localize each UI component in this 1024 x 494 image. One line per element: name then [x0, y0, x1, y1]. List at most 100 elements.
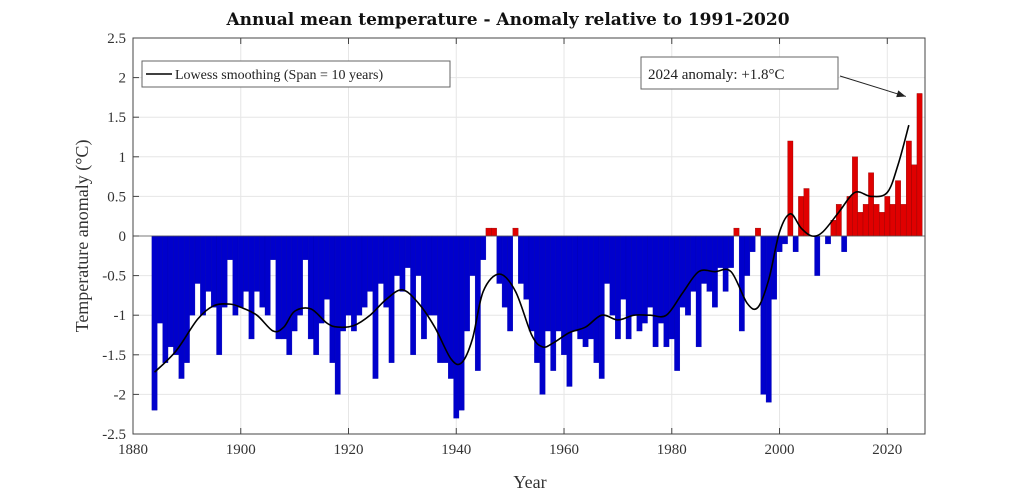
bar-1937	[437, 235, 443, 363]
bar-1970	[615, 235, 621, 340]
bar-1983	[685, 235, 691, 316]
y-tick-label: -1	[114, 308, 127, 324]
y-tick-label: 1	[119, 150, 127, 166]
bar-1895	[210, 235, 217, 308]
x-axis-label: Year	[513, 472, 546, 492]
bar-2005	[803, 188, 810, 237]
bar-1991	[728, 235, 734, 268]
y-tick-label: 0.5	[107, 189, 126, 205]
y-tick-label: 2	[119, 71, 127, 87]
bar-1971	[620, 235, 627, 300]
bar-1967	[598, 235, 605, 379]
bar-1933	[415, 235, 422, 276]
bar-1923	[361, 235, 368, 308]
bar-1909	[286, 235, 293, 355]
bar-1945	[480, 235, 487, 260]
bar-1943	[469, 235, 476, 276]
bar-1907	[275, 235, 282, 340]
bar-1899	[232, 235, 239, 316]
bar-1894	[205, 235, 212, 292]
bar-1926	[377, 235, 384, 284]
y-axis-label: Temperature anomaly (°C)	[72, 140, 93, 333]
bar-1903	[254, 235, 260, 292]
annotation: 2024 anomaly: +1.8°C	[640, 56, 906, 98]
x-tick-label: 2020	[872, 442, 902, 458]
x-tick-label: 1980	[657, 442, 687, 458]
bar-1998	[765, 235, 772, 403]
bar-1911	[297, 235, 303, 316]
bar-1953	[523, 235, 530, 300]
bar-1924	[367, 235, 373, 292]
bar-1931	[404, 235, 411, 268]
bar-1930	[399, 235, 406, 292]
y-ticks: -2.5 -2 -1.5 -1 -0.5 0 0.5 1 1.5 2 2.5	[102, 31, 139, 443]
chart-title: Annual mean temperature - Anomaly relati…	[225, 10, 789, 30]
bar-2003	[792, 235, 799, 252]
bar-2024	[905, 140, 912, 237]
bar-1969	[609, 235, 616, 316]
bar-2013	[846, 196, 853, 237]
bar-1978	[658, 235, 664, 324]
bar-1897	[221, 235, 228, 308]
bar-2020	[884, 196, 891, 237]
bar-1892	[194, 235, 201, 284]
annotation-arrowhead	[896, 90, 906, 98]
bar-1898	[227, 235, 233, 260]
bar-2023	[900, 204, 907, 237]
bar-2022	[895, 180, 901, 237]
bar-1956	[539, 235, 546, 395]
bar-1935	[426, 235, 433, 316]
bar-1893	[200, 235, 206, 316]
annotation-arrow	[839, 75, 906, 97]
bar-1905	[264, 235, 271, 316]
bar-1957	[545, 235, 551, 332]
bar-1958	[550, 235, 557, 371]
bar-1968	[604, 235, 610, 284]
bar-1916	[324, 235, 330, 300]
bar-1936	[431, 235, 438, 316]
legend: Lowess smoothing (Span = 10 years)	[141, 60, 451, 88]
bar-1959	[555, 235, 562, 332]
bar-1993	[738, 235, 745, 332]
bar-2002	[787, 140, 794, 237]
bar-1995	[749, 235, 756, 252]
bar-1921	[351, 235, 357, 332]
annotation-text: 2024 anomaly: +1.8°C	[648, 67, 785, 83]
annotation-box	[640, 56, 839, 90]
y-tick-label: -0.5	[102, 269, 126, 285]
bar-1966	[593, 235, 600, 363]
bar-2026	[916, 93, 923, 237]
x-tick-label: 2000	[765, 442, 795, 458]
bar-1886	[162, 235, 169, 363]
x-tick-label: 1960	[549, 442, 579, 458]
bar-1912	[302, 235, 309, 260]
bar-1976	[647, 235, 654, 308]
bar-1994	[744, 235, 751, 276]
bar-1900	[237, 235, 244, 308]
bar-2012	[841, 235, 848, 252]
bar-1901	[243, 235, 249, 292]
bar-1977	[652, 235, 659, 348]
bar-1888	[173, 235, 179, 355]
bar-1934	[421, 235, 427, 340]
bar-1910	[291, 235, 298, 332]
x-tick-label: 1920	[334, 442, 364, 458]
bar-1989	[717, 235, 724, 268]
bar-1890	[184, 235, 190, 363]
bar-1980	[668, 235, 675, 340]
bar-1951	[512, 227, 519, 237]
bar-1996	[755, 227, 761, 237]
bar-1942	[464, 235, 470, 332]
bar-1920	[345, 235, 352, 316]
bar-2025	[911, 164, 918, 237]
bar-2018	[873, 204, 880, 237]
y-tick-label: -1.5	[102, 348, 126, 364]
bar-1985	[695, 235, 702, 348]
bar-1992	[733, 227, 740, 237]
bar-1914	[313, 235, 320, 355]
x-tick-label: 1900	[226, 442, 256, 458]
bar-1947	[491, 227, 497, 237]
bar-1997	[760, 235, 767, 395]
x-tick-label: 1940	[441, 442, 471, 458]
bar-1917	[329, 235, 336, 363]
